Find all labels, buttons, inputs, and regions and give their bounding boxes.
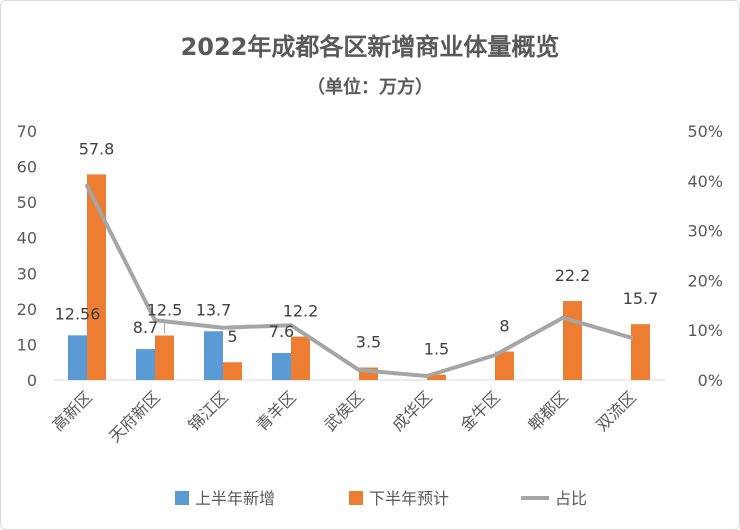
y-right-tick-label: 0% [698,371,723,390]
y-left-tick-label: 0 [27,371,37,390]
y-right-tick-label: 30% [687,222,723,241]
bar-h2 [563,301,582,380]
legend-label: 下半年预计 [369,489,449,508]
data-label-h1: 13.7 [196,300,232,319]
y-left-tick-label: 40 [17,229,37,248]
data-label-h2: 8 [499,317,509,336]
y-right-tick-label: 40% [687,172,723,191]
y-left-tick-label: 50 [17,193,37,212]
data-label-h2: 5 [227,327,237,346]
legend-label: 上半年新增 [195,489,275,508]
chart-title: 2022年成都各区新增商业体量概览 [180,33,560,61]
bar-h2 [155,335,174,380]
data-label-h1: 8.7 [133,318,158,337]
x-category-label: 郫都区 [524,387,571,434]
y-left-tick-label: 20 [17,300,37,319]
x-category-label: 青羊区 [252,387,299,434]
y-right-tick-label: 50% [687,122,723,141]
y-left-tick-label: 30 [17,264,37,283]
data-label-h2: 22.2 [555,266,591,285]
legend-swatch [349,491,363,505]
x-category-label: 天府新区 [105,387,164,446]
x-category-label: 双流区 [592,387,639,434]
data-label-h1: 7.6 [269,322,294,341]
chart-subtitle: （单位：万方） [307,77,433,98]
x-category-label: 锦江区 [184,387,231,434]
bar-h2 [87,174,106,380]
y-left-tick-label: 70 [17,122,37,141]
bar-h1 [68,335,87,380]
share-line [85,183,633,379]
x-category-label: 成华区 [388,387,435,434]
y-left-tick-label: 10 [17,335,37,354]
data-label-h1: 12.56 [55,304,101,323]
bar-h1 [272,352,291,380]
bar-h1 [204,331,223,380]
bar-h2 [427,374,446,380]
x-category-label: 金牛区 [456,387,503,434]
bar-h2 [631,324,650,380]
y-right-tick-label: 10% [687,321,723,340]
data-label-h2: 15.7 [623,289,659,308]
data-label-h2: 1.5 [424,340,449,359]
x-category-label: 高新区 [48,387,95,434]
data-label-h2: 12.2 [283,302,319,321]
legend-swatch [175,491,189,505]
data-label-h2: 3.5 [356,333,381,352]
bar-h2 [291,336,310,380]
y-left-tick-label: 60 [17,158,37,177]
bar-h2 [223,362,242,380]
y-right-tick-label: 20% [687,271,723,290]
bar-h1 [136,349,155,380]
data-label-h2: 57.8 [79,139,115,158]
data-label-h2: 12.5 [147,301,183,320]
bar-h2 [495,351,514,380]
x-category-label: 武侯区 [320,387,367,434]
legend-label: 占比 [555,489,587,508]
